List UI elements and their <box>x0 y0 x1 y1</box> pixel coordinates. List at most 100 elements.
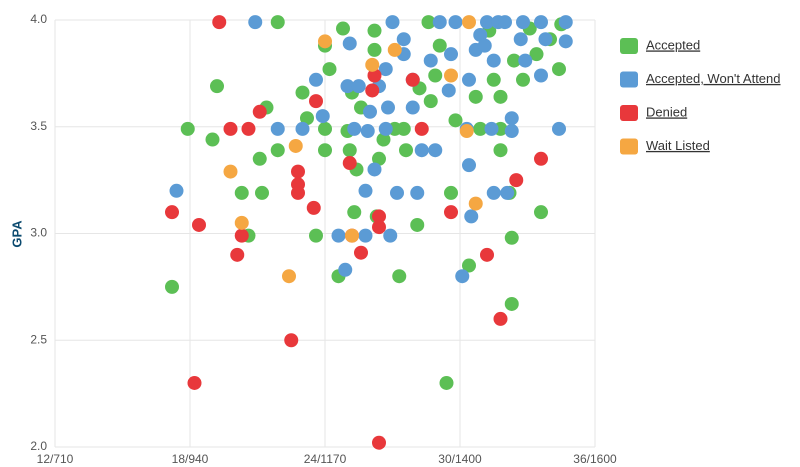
data-point <box>428 143 443 158</box>
data-point <box>462 158 476 173</box>
data-point <box>486 185 501 200</box>
data-point <box>169 183 184 198</box>
data-point <box>464 209 479 224</box>
data-point <box>322 62 337 77</box>
data-point <box>444 205 458 220</box>
data-point <box>223 164 238 179</box>
data-point <box>342 156 357 171</box>
data-point <box>473 27 488 42</box>
data-point <box>230 247 245 262</box>
legend-label[interactable]: Accepted, Won't Attend <box>646 71 781 86</box>
legend-swatch[interactable] <box>620 138 638 155</box>
data-point <box>484 121 499 136</box>
legend-label[interactable]: Denied <box>646 104 687 119</box>
data-point <box>498 15 512 30</box>
legend-swatch[interactable] <box>620 38 638 54</box>
y-tick-label: 3.5 <box>30 119 47 133</box>
data-point <box>477 38 492 53</box>
x-tick-label: 36/1600 <box>573 452 617 466</box>
data-point <box>396 121 411 136</box>
data-point <box>187 375 202 390</box>
data-point <box>462 72 476 87</box>
data-point <box>509 173 524 188</box>
data-point <box>493 311 508 326</box>
data-point <box>372 209 386 224</box>
data-point <box>378 62 393 77</box>
data-point <box>270 121 285 136</box>
data-point <box>410 185 425 200</box>
data-point <box>270 143 285 158</box>
data-point <box>309 94 323 109</box>
y-tick-label: 2.5 <box>30 332 47 346</box>
legend-swatch[interactable] <box>620 71 638 88</box>
data-point <box>345 228 359 243</box>
data-point <box>468 196 483 211</box>
data-point <box>318 143 332 158</box>
data-point <box>295 121 310 136</box>
x-tick-label: 24/1170 <box>304 452 347 466</box>
data-point <box>421 15 436 30</box>
data-point <box>342 143 357 158</box>
data-point <box>291 164 305 179</box>
data-point <box>354 245 368 260</box>
legend-label[interactable]: Wait Listed <box>646 138 710 153</box>
data-point <box>376 132 391 147</box>
data-point <box>444 185 458 200</box>
data-point <box>210 79 224 94</box>
data-point <box>486 53 501 68</box>
data-point <box>390 185 404 200</box>
x-tick-label: 12/710 <box>37 452 74 466</box>
data-point <box>516 15 530 30</box>
data-point <box>473 121 488 136</box>
data-point <box>300 111 314 126</box>
data-point <box>405 100 420 115</box>
data-point <box>192 217 206 232</box>
data-point <box>534 205 548 220</box>
data-point <box>468 89 483 104</box>
data-point <box>340 79 355 94</box>
data-point <box>448 15 463 30</box>
data-point <box>347 205 362 220</box>
legend-swatch[interactable] <box>620 105 638 121</box>
data-point <box>351 79 366 94</box>
data-point <box>165 279 179 294</box>
data-point <box>432 38 447 53</box>
data-point <box>342 36 357 51</box>
data-point <box>363 104 377 119</box>
data-point <box>291 185 305 200</box>
legend-label[interactable]: Accepted <box>646 37 700 52</box>
y-tick-label: 4.0 <box>30 12 47 26</box>
x-tick-label: 30/1400 <box>438 452 482 466</box>
data-point <box>309 72 323 87</box>
data-point <box>309 228 323 243</box>
data-point <box>414 121 429 136</box>
data-point <box>480 15 494 30</box>
data-point <box>387 42 402 57</box>
data-point <box>432 15 447 30</box>
data-point <box>270 15 285 30</box>
data-point <box>372 220 386 235</box>
data-point <box>500 185 515 200</box>
data-point <box>212 15 227 30</box>
x-tick-label: 18/940 <box>172 452 209 466</box>
data-point <box>396 32 411 47</box>
data-point <box>284 333 299 348</box>
data-point <box>423 53 438 68</box>
data-point <box>331 228 346 243</box>
data-point <box>504 124 519 139</box>
data-point <box>534 15 548 30</box>
data-point <box>282 269 296 284</box>
data-point <box>558 15 573 30</box>
data-point <box>365 57 380 72</box>
data-point <box>392 269 407 284</box>
data-point <box>381 100 395 115</box>
data-point <box>358 228 373 243</box>
data-point <box>205 132 220 147</box>
data-point <box>306 200 321 215</box>
data-point <box>534 68 548 83</box>
data-point <box>507 53 521 68</box>
data-point <box>367 68 382 83</box>
data-point <box>365 83 380 98</box>
data-point <box>252 104 267 119</box>
data-point <box>552 62 566 77</box>
